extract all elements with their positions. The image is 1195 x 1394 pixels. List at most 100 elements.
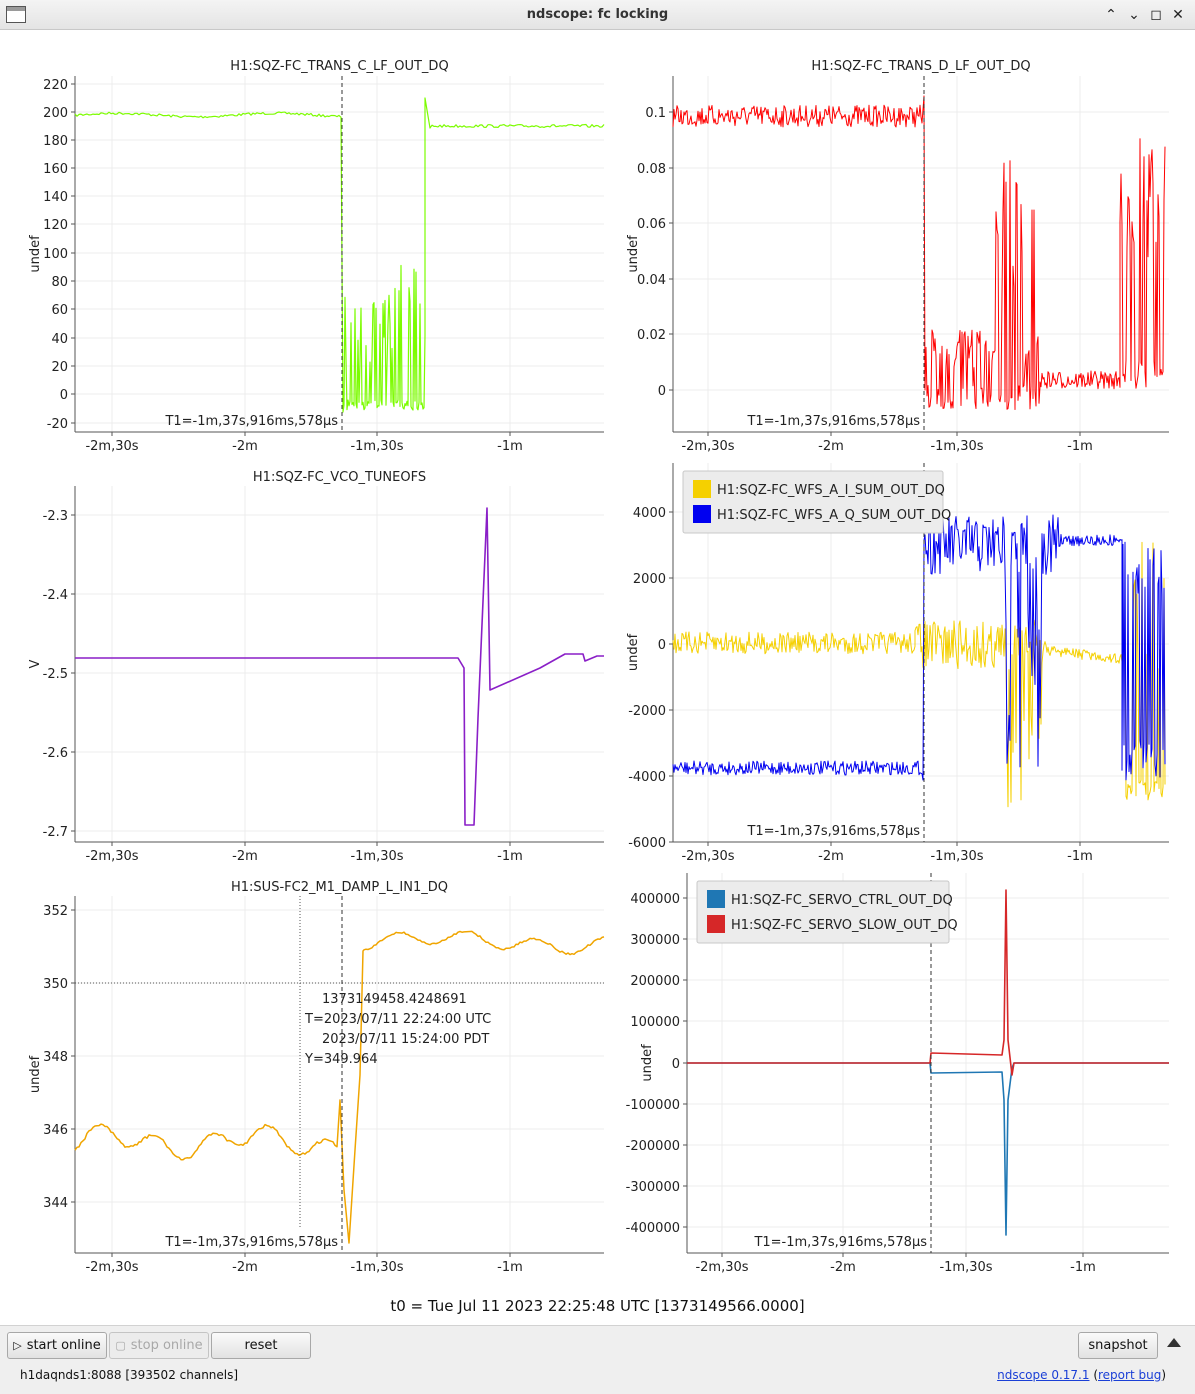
snapshot-button[interactable]: snapshot (1078, 1332, 1158, 1359)
plot-vco: -2.3 -2.4 -2.5 -2.6 -2.7 -2m,30s -2m -1m,30s -1m… (28, 470, 604, 864)
version-link[interactable]: ndscope 0.17.1 (997, 1368, 1090, 1382)
y-tick-label: 0.02 (637, 328, 666, 343)
plot-title: H1:SQZ-FC_TRANS_D_LF_OUT_DQ (811, 59, 1030, 74)
y-tick-label: 300000 (630, 933, 680, 948)
y-axis-label: undef (626, 235, 641, 273)
trace-ctrl (687, 1062, 1169, 1236)
trace (74, 97, 605, 413)
y-tick-label: 348 (43, 1050, 68, 1065)
x-tick-label: -2m (818, 439, 844, 454)
x-tick-label: -2m,30s (85, 849, 138, 864)
y-tick-label: 350 (43, 977, 68, 992)
crosshair-pdt: 2023/07/11 15:24:00 PDT (322, 1032, 489, 1047)
y-tick-label: 200000 (630, 974, 680, 989)
plot-trans-d: 0.1 0.08 0.06 0.04 0.02 0 -2m,30s -2m -1m,30s -1m… (626, 59, 1169, 454)
cursor-label: T1=-1m,37s,916ms,578µs (746, 414, 920, 429)
y-axis-label: undef (640, 1044, 655, 1082)
x-tick-label: -1m,30s (350, 439, 403, 454)
cursor-label: T1=-1m,37s,916ms,578µs (164, 1235, 338, 1250)
plot-sus: 352 350 348 346 344 -2m,30s -2m -1m,30s -1m undef… (28, 880, 605, 1275)
y-tick-label: 0 (60, 388, 68, 403)
y-tick-label: -20 (47, 417, 68, 432)
y-axis-label: undef (28, 1055, 43, 1093)
x-tick-label: -1m,30s (350, 1260, 403, 1275)
y-tick-label: -2.3 (43, 509, 68, 524)
play-icon: ▷ (13, 1339, 22, 1352)
x-tick-label: -1m (1067, 849, 1093, 864)
plot-title: H1:SQZ-FC_VCO_TUNEOFS (253, 470, 426, 485)
legend: H1:SQZ-FC_SERVO_CTRL_OUT_DQ H1:SQZ-FC_SER… (696, 880, 958, 944)
x-tick-label: -2m (232, 849, 258, 864)
y-tick-label: 220 (43, 78, 68, 93)
x-tick-label: -1m (497, 849, 523, 864)
stop-online-label: stop online (130, 1338, 203, 1353)
y-tick-label: 0 (658, 638, 666, 653)
y-tick-label: -2.5 (43, 667, 68, 682)
y-tick-label: 346 (43, 1123, 68, 1138)
x-tick-label: -2m,30s (681, 439, 734, 454)
y-tick-label: 4000 (633, 506, 666, 521)
title-bar: ndscope: fc locking ⌃ ⌄ ◻ ✕ (0, 0, 1195, 30)
y-tick-label: 60 (51, 303, 68, 318)
y-tick-label: 0.08 (637, 162, 666, 177)
y-tick-label: -6000 (628, 836, 666, 851)
plot-servo: 400000 300000 200000 100000 0 -100000 -200000 -… (626, 873, 1169, 1275)
y-tick-label: 352 (43, 904, 68, 919)
x-tick-label: -1m (497, 1260, 523, 1275)
minimize-icon[interactable]: ⌄ (1128, 7, 1140, 23)
legend: H1:SQZ-FC_WFS_A_I_SUM_OUT_DQ H1:SQZ-FC_WF… (682, 470, 951, 534)
y-tick-label: 20 (51, 360, 68, 375)
stop-online-button[interactable]: ▢ stop online (109, 1332, 209, 1359)
start-online-button[interactable]: ▷ start online (7, 1332, 107, 1359)
close-icon[interactable]: ✕ (1172, 7, 1184, 23)
y-tick-label: 0.1 (645, 106, 666, 121)
y-tick-label: 2000 (633, 572, 666, 587)
expand-up-icon[interactable] (1167, 1338, 1181, 1347)
version-info: ndscope 0.17.1 (report bug) (997, 1368, 1166, 1382)
trace-i (672, 541, 1166, 808)
trace-q (672, 514, 1166, 781)
legend-box (682, 470, 944, 534)
y-tick-label: 120 (43, 218, 68, 233)
cursor-label: T1=-1m,37s,916ms,578µs (164, 414, 338, 429)
x-tick-label: -1m (1067, 439, 1093, 454)
status-text: h1daqnds1:8088 [393502 channels] (20, 1368, 239, 1382)
plot-wfs: 4000 2000 0 -2000 -4000 -6000 -2m,30s -2m -1m,30… (626, 463, 1169, 864)
y-tick-label: -4000 (628, 770, 666, 785)
legend-label: H1:SQZ-FC_SERVO_SLOW_OUT_DQ (731, 918, 958, 933)
x-tick-label: -2m,30s (85, 439, 138, 454)
x-tick-label: -1m,30s (939, 1260, 992, 1275)
report-bug-link[interactable]: report bug (1098, 1368, 1162, 1382)
y-tick-label: 80 (51, 275, 68, 290)
y-tick-label: 40 (51, 332, 68, 347)
plot-title: H1:SQZ-FC_TRANS_C_LF_OUT_DQ (230, 59, 448, 74)
x-tick-label: -2m,30s (695, 1260, 748, 1275)
crosshair-gps: 1373149458.4248691 (322, 992, 467, 1007)
y-tick-label: -2.4 (43, 588, 68, 603)
y-tick-label: -200000 (626, 1139, 680, 1154)
legend-box (696, 880, 950, 944)
cursor-label: T1=-1m,37s,916ms,578µs (746, 824, 920, 839)
crosshair-y: Y=349.964 (304, 1052, 378, 1067)
maximize-icon[interactable]: ◻ (1150, 7, 1162, 23)
x-tick-label: -2m (818, 849, 844, 864)
plot-area[interactable]: 220200180160140120100806040200-20-2m,30s… (0, 30, 1195, 1292)
cursor-label: T1=-1m,37s,916ms,578µs (753, 1235, 927, 1250)
t0-label: t0 = Tue Jul 11 2023 22:25:48 UTC [13731… (390, 1297, 805, 1315)
x-tick-label: -1m (1070, 1260, 1096, 1275)
window-icon[interactable] (6, 6, 26, 23)
x-tick-label: -2m (232, 439, 258, 454)
shade-icon[interactable]: ⌃ (1105, 7, 1117, 23)
x-tick-label: -1m,30s (930, 439, 983, 454)
trace (672, 95, 1166, 410)
trace (74, 930, 605, 1244)
legend-label: H1:SQZ-FC_WFS_A_I_SUM_OUT_DQ (717, 483, 945, 498)
y-tick-label: 0 (658, 384, 666, 399)
legend-swatch (707, 915, 725, 933)
y-tick-label: 0.04 (637, 273, 666, 288)
y-axis-label: V (28, 659, 43, 668)
y-tick-label: 200 (43, 106, 68, 121)
reset-button[interactable]: reset (211, 1332, 311, 1359)
legend-swatch (693, 480, 711, 498)
x-tick-label: -1m,30s (930, 849, 983, 864)
